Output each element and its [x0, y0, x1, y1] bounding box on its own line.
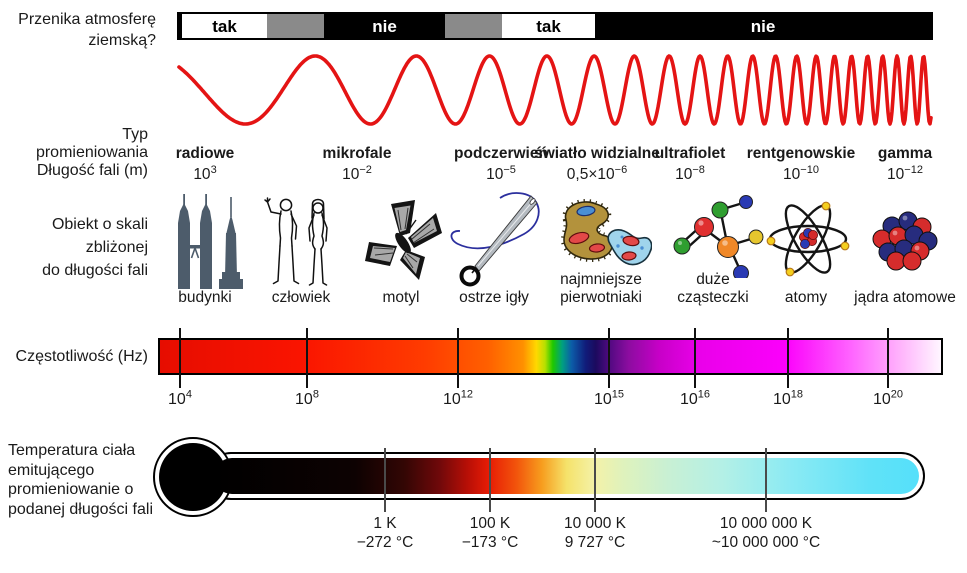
object-label-motyl: motyl	[382, 289, 420, 306]
wavelength-value: 10−5	[486, 163, 516, 183]
temperature-tick-label: 10 000 000 K ~10 000 000 °C	[676, 514, 856, 552]
frequency-tick-line	[457, 328, 459, 388]
temperature-celsius: −173 °C	[461, 534, 519, 551]
temperature-kelvin: 10 000 K	[563, 515, 627, 532]
radiation-type-row-label: Typ promieniowania Długość fali (m)	[0, 126, 148, 180]
object-label-pierwotniaki: najmniejsze pierwotniaki	[560, 271, 642, 306]
spectrum-type-6: rentgenowskie 10−10	[735, 128, 867, 184]
object-label-ostrze-igly: ostrze igły	[459, 289, 529, 306]
wavelength-value: 10−2	[342, 163, 372, 183]
object-row-label: Obiekt o skali zbliżonej do długości fal…	[0, 213, 148, 282]
frequency-row-label: Częstotliwość (Hz)	[15, 348, 148, 365]
wavelength-value: 0,5×10−6	[566, 163, 628, 183]
radiation-type-name: rentgenowskie	[746, 145, 856, 162]
temperature-kelvin: 100 K	[469, 515, 511, 532]
wavelength-value: 10−12	[887, 163, 923, 183]
frequency-tick-label: 1020	[872, 388, 904, 408]
object-label-budynki: budynki	[178, 289, 232, 306]
humans-icon	[264, 197, 328, 286]
frequency-tick-line	[887, 328, 889, 388]
frequency-tick-line	[608, 328, 610, 388]
radiation-type-name: ultrafiolet	[654, 145, 726, 162]
wavelength-value: 10−8	[675, 163, 705, 183]
wavelength-value: 103	[193, 163, 217, 183]
atmosphere-segment-nie: nie	[324, 14, 445, 38]
frequency-tick-label: 108	[295, 388, 319, 408]
temperature-row-label-line3: promieniowanie o	[8, 481, 134, 498]
molecule-icon	[673, 195, 764, 278]
temperature-celsius: −272 °C	[356, 534, 414, 551]
spectrum-type-4: światło widzialne 0,5×10−6	[531, 128, 663, 184]
wavelength-row-label: Długość fali (m)	[36, 162, 148, 179]
temperature-kelvin: 1 K	[373, 515, 397, 532]
thermometer-tube-gradient	[214, 458, 919, 494]
object-label-jadra-atomowe: jądra atomowe	[854, 289, 956, 306]
atom-icon	[766, 201, 850, 277]
temperature-tick-label: 1 K −272 °C	[295, 514, 475, 552]
spectrum-type-5: ultrafiolet 10−8	[624, 128, 756, 184]
spectrum-type-3: podczerwień 10−5	[435, 128, 567, 184]
object-label-czlowiek: człowiek	[271, 289, 331, 306]
temperature-tick-label: 10 000 K 9 727 °C	[505, 514, 685, 552]
thermometer	[153, 437, 925, 517]
buildings-icon	[178, 194, 243, 289]
temperature-tick-line	[489, 448, 491, 512]
atmosphere-segment-nie: nie	[595, 14, 931, 38]
frequency-tick-line	[179, 328, 181, 388]
frequency-tick-label: 1016	[679, 388, 711, 408]
radiation-type-name: podczerwień	[454, 145, 548, 162]
nucleus-icon	[872, 211, 938, 271]
temperature-tick-label: 100 K −173 °C	[400, 514, 580, 552]
atmosphere-question-line2: ziemską?	[88, 32, 156, 49]
thermometer-bulb	[159, 443, 227, 511]
temperature-tick-line	[765, 448, 767, 512]
frequency-tick-label: 1015	[593, 388, 625, 408]
object-label-czasteczki: duże cząsteczki	[677, 271, 749, 306]
radiation-type-name: światło widzialne	[534, 145, 660, 162]
temperature-row-label-line1: Temperatura ciała	[8, 442, 136, 459]
temperature-tick-line	[594, 448, 596, 512]
frequency-tick-label: 104	[168, 388, 192, 408]
frequency-tick-label: 1012	[442, 388, 474, 408]
frequency-bar	[158, 338, 943, 375]
object-row-label-line1: Obiekt o skali	[51, 216, 148, 233]
atmosphere-question-line1: Przenika atmosferę	[18, 11, 156, 28]
temperature-celsius: ~10 000 000 °C	[711, 534, 821, 551]
radiation-type-name: mikrofale	[322, 145, 392, 162]
temperature-row-label-line2: emitującego	[8, 461, 95, 479]
type-row-label-line2: promieniowania	[35, 144, 148, 161]
spectrum-type-1: radiowe 103	[139, 128, 271, 184]
frequency-tick-line	[694, 328, 696, 388]
radiation-type-name: radiowe	[175, 145, 235, 162]
atmosphere-segment-partial	[267, 14, 324, 38]
frequency-tick-line	[787, 328, 789, 388]
radiation-type-name: gamma	[877, 145, 933, 162]
atmosphere-segment-tak: tak	[182, 14, 267, 38]
spectrum-type-7: gamma 10−12	[839, 128, 967, 184]
temperature-kelvin: 10 000 000 K	[719, 515, 813, 532]
object-row-label-line2: zbliżonej	[85, 239, 148, 256]
atmosphere-question-label: Przenika atmosferę ziemską?	[0, 9, 156, 51]
frequency-tick-label: 1018	[772, 388, 804, 408]
object-row-label-line3: do długości fali	[42, 262, 148, 279]
atmosphere-segment-partial	[445, 14, 502, 38]
frequency-tick-line	[306, 328, 308, 388]
temperature-tick-line	[384, 448, 386, 512]
butterfly-icon	[365, 200, 442, 280]
temperature-row-label: Temperatura ciała emitującego promieniow…	[8, 441, 180, 519]
wavelength-value: 10−10	[783, 163, 819, 183]
needle-icon	[450, 192, 540, 287]
temperature-row-label-line4: podanej długości fali	[8, 500, 153, 518]
atmosphere-bar: tak nie tak nie	[177, 12, 933, 40]
protozoa-icon	[560, 199, 652, 266]
type-row-label-line1: Typ	[122, 126, 148, 143]
object-label-atomy: atomy	[784, 289, 828, 306]
spectrum-type-2: mikrofale 10−2	[291, 128, 423, 184]
temperature-celsius: 9 727 °C	[564, 534, 626, 551]
atmosphere-segment-tak: tak	[502, 14, 595, 38]
